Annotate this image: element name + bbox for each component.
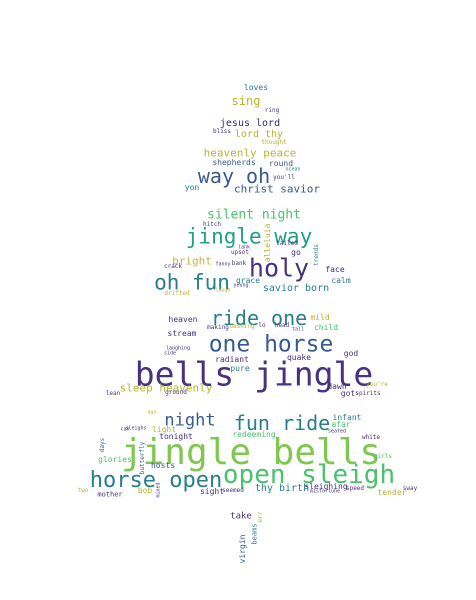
word-take: take [230,511,252,522]
word-lord-thy: lord thy [234,129,284,140]
word-sing: sing [231,94,261,108]
word-lank: lank [237,244,251,251]
word-redeeming: redeeming [232,430,276,439]
word-youre: you're [366,381,388,388]
word-tailed: tailed [276,240,298,247]
word-fanny: fanny [215,261,231,268]
word-spirits: spirits [355,390,381,397]
word-misfortune: misfortune [309,488,341,495]
word-lo: lo [258,322,266,329]
word-glories: glories [98,455,132,464]
word-days: days [99,437,106,453]
word-holy: holy [248,253,310,283]
word-sleighs: sleighs [125,425,147,432]
word-dashing: dashing [229,323,255,330]
word-ride-one: ride one [210,306,308,330]
word-virgin: virgin [238,534,247,564]
word-hosts: hosts [150,461,176,470]
word-upsot: upsot [230,249,250,256]
word-yon: yon [184,183,200,192]
word-sight: sight [199,487,225,496]
word-face: face [325,265,345,274]
word-sway: sway [402,485,418,492]
word-making: making [207,324,229,331]
word-calm: calm [331,276,351,285]
word-head: head [274,322,290,329]
word-laugh: laugh [215,287,231,294]
word-ocean: ocean [285,166,301,173]
word-ago: ago [147,409,157,416]
word-bright: bright [172,254,212,268]
word-girls: girls [373,453,393,460]
word-mixed: mixed [155,482,162,498]
word-bank: bank [231,260,247,267]
word-heaven: heaven [168,315,198,324]
word-one-horse: one horse [208,331,334,358]
word-speed: speed [345,485,365,492]
word-child: child [313,323,339,332]
word-got: got [340,389,356,398]
word-side: side [163,350,177,357]
word-young: young [233,282,249,289]
word-round: round [268,159,294,168]
word-savior-born: savior born [262,283,330,294]
word-mother: mother [97,490,123,499]
word-way-oh: way oh [197,164,271,188]
word-mild: mild [310,313,330,322]
word-fun-ride: fun ride [233,411,331,435]
word-sleep-heavenly: sleep heavenly [119,381,213,395]
word-drifted: drifted [164,290,190,297]
word-silent-night: silent night [207,207,301,223]
word-bob: bob [137,486,153,495]
word-infant: infant [332,413,362,422]
word-can: can [120,426,130,433]
word-christ-savior: christ savior [233,182,321,196]
word-stream: stream [167,329,197,338]
word-quake: quake [286,353,312,362]
word-afar: afar [331,420,351,429]
word-lean: lean [105,390,121,397]
word-grace: grace [235,276,261,285]
word-thought: thought [261,139,287,146]
word-oh-fun: oh fun [154,270,230,295]
word-beams: beams [250,523,259,545]
word-night: night [164,410,216,431]
word-two: two [77,487,89,494]
word-tall: tall [291,326,305,333]
word-god: god [343,349,359,358]
word-radiant: radiant [215,355,249,364]
word-trends: trends [313,244,320,266]
word-youll: you'll [273,174,295,181]
word-jingle-bells: jingle bells [120,432,382,473]
word-light: light [151,425,177,434]
word-thy-birth: thy birth [254,483,310,494]
word-jingle-way: jingle way [185,224,313,249]
word-seated: seated [327,428,347,435]
word-bells-jingle: bells jingle [134,354,374,394]
word-tender: tender [377,488,407,497]
word-ground: ground [165,389,187,396]
word-laughing: laughing [165,345,191,352]
word-heavenly-peace: heavenly peace [203,146,297,160]
word-go: go [291,248,301,257]
word-dawn: dawn [327,382,347,391]
word-open-sleigh: open sleigh [222,460,396,490]
word-seemed: seemed [222,487,244,494]
word-err: err [257,511,264,523]
word-ring: ring [264,107,280,114]
word-crack: crack [163,263,183,270]
word-loves: loves [243,83,269,92]
word-white: white [361,434,381,441]
word-horse-open: horse open [89,468,223,493]
word-hitch: hitch [202,221,222,228]
word-tonight: tonight [159,432,193,441]
word-shepherds: shepherds [212,158,256,167]
word-jesus-lord: jesus lord [219,118,281,129]
word-sleighing: sleighing [304,482,348,491]
word-pure: pure [230,364,250,373]
word-bliss: bliss [212,128,232,135]
